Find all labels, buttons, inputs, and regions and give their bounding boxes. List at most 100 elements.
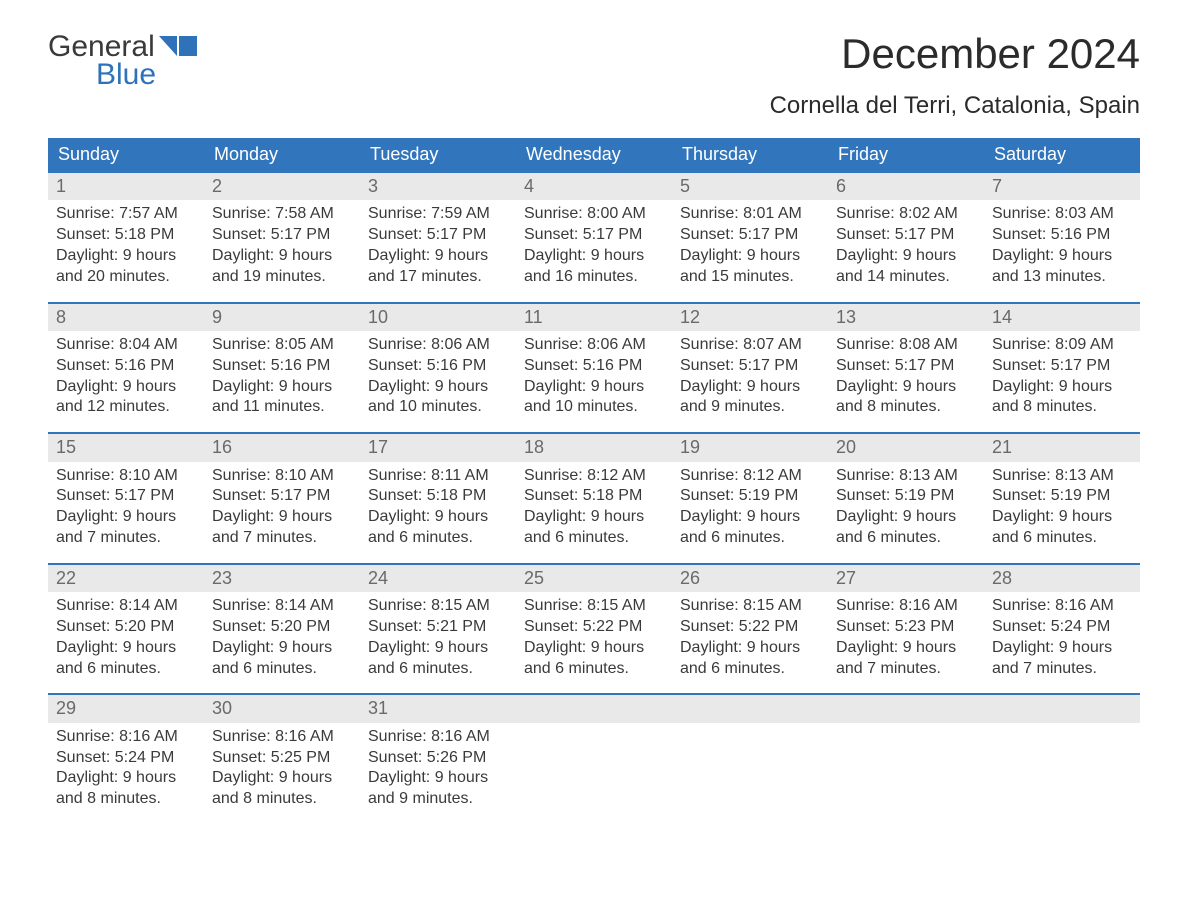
daylight-value-1: 9 hours bbox=[747, 639, 800, 656]
sunset-label: Sunset: bbox=[524, 226, 578, 243]
day-number: 31 bbox=[360, 695, 516, 722]
sunset-value: 5:21 PM bbox=[427, 618, 487, 635]
sunset-line: Sunset: 5:24 PM bbox=[992, 617, 1132, 638]
sunrise-value: 8:14 AM bbox=[275, 597, 334, 614]
daylight-line-2: and 6 minutes. bbox=[524, 659, 664, 680]
daylight-label: Daylight: bbox=[368, 378, 430, 395]
daylight-line-2: and 11 minutes. bbox=[212, 397, 352, 418]
daylight-line-1: Daylight: 9 hours bbox=[524, 638, 664, 659]
daylight-value-1: 9 hours bbox=[123, 639, 176, 656]
daylight-line-2: and 6 minutes. bbox=[992, 528, 1132, 549]
sunset-value: 5:17 PM bbox=[271, 226, 331, 243]
daylight-value-1: 9 hours bbox=[747, 247, 800, 264]
day-body: Sunrise: 8:12 AMSunset: 5:18 PMDaylight:… bbox=[516, 462, 672, 563]
sunrise-value: 8:16 AM bbox=[275, 728, 334, 745]
logo: General Blue bbox=[48, 30, 197, 92]
sunset-value: 5:19 PM bbox=[895, 487, 955, 504]
day-header: Friday bbox=[828, 138, 984, 171]
day-number: 18 bbox=[516, 434, 672, 461]
sunset-line: Sunset: 5:23 PM bbox=[836, 617, 976, 638]
daylight-value-1: 9 hours bbox=[123, 247, 176, 264]
sunset-value: 5:17 PM bbox=[895, 357, 955, 374]
sunset-value: 5:17 PM bbox=[427, 226, 487, 243]
daylight-line-1: Daylight: 9 hours bbox=[680, 377, 820, 398]
sunrise-label: Sunrise: bbox=[836, 467, 895, 484]
day-number: 27 bbox=[828, 565, 984, 592]
sunrise-label: Sunrise: bbox=[680, 597, 739, 614]
day-cell: 18Sunrise: 8:12 AMSunset: 5:18 PMDayligh… bbox=[516, 434, 672, 563]
sunset-line: Sunset: 5:24 PM bbox=[56, 748, 196, 769]
daylight-line-2: and 8 minutes. bbox=[992, 397, 1132, 418]
daylight-value-1: 9 hours bbox=[591, 378, 644, 395]
sunset-value: 5:24 PM bbox=[1051, 618, 1111, 635]
daylight-label: Daylight: bbox=[524, 508, 586, 525]
sunrise-value: 8:15 AM bbox=[431, 597, 490, 614]
sunrise-label: Sunrise: bbox=[368, 597, 427, 614]
day-body: Sunrise: 8:16 AMSunset: 5:24 PMDaylight:… bbox=[984, 592, 1140, 693]
daylight-label: Daylight: bbox=[836, 639, 898, 656]
daylight-value-1: 9 hours bbox=[903, 378, 956, 395]
sunrise-value: 8:06 AM bbox=[587, 336, 646, 353]
sunset-value: 5:17 PM bbox=[739, 357, 799, 374]
day-number: 14 bbox=[984, 304, 1140, 331]
day-cell bbox=[984, 695, 1140, 824]
sunset-label: Sunset: bbox=[212, 226, 266, 243]
sunset-value: 5:20 PM bbox=[271, 618, 331, 635]
day-cell: 24Sunrise: 8:15 AMSunset: 5:21 PMDayligh… bbox=[360, 565, 516, 694]
day-number: 25 bbox=[516, 565, 672, 592]
sunset-line: Sunset: 5:16 PM bbox=[992, 225, 1132, 246]
daylight-line-2: and 9 minutes. bbox=[680, 397, 820, 418]
day-cell: 26Sunrise: 8:15 AMSunset: 5:22 PMDayligh… bbox=[672, 565, 828, 694]
daylight-value-1: 9 hours bbox=[435, 378, 488, 395]
sunset-label: Sunset: bbox=[368, 618, 422, 635]
sunrise-label: Sunrise: bbox=[836, 205, 895, 222]
sunrise-label: Sunrise: bbox=[212, 205, 271, 222]
day-body: Sunrise: 8:12 AMSunset: 5:19 PMDaylight:… bbox=[672, 462, 828, 563]
daylight-value-1: 9 hours bbox=[1059, 639, 1112, 656]
sunrise-label: Sunrise: bbox=[992, 597, 1051, 614]
day-number: 13 bbox=[828, 304, 984, 331]
sunrise-line: Sunrise: 7:57 AM bbox=[56, 204, 196, 225]
daylight-label: Daylight: bbox=[368, 639, 430, 656]
sunrise-line: Sunrise: 8:00 AM bbox=[524, 204, 664, 225]
day-body: Sunrise: 8:15 AMSunset: 5:22 PMDaylight:… bbox=[516, 592, 672, 693]
day-number: 30 bbox=[204, 695, 360, 722]
day-cell: 29Sunrise: 8:16 AMSunset: 5:24 PMDayligh… bbox=[48, 695, 204, 824]
sunset-line: Sunset: 5:19 PM bbox=[836, 486, 976, 507]
sunrise-line: Sunrise: 7:58 AM bbox=[212, 204, 352, 225]
daylight-line-1: Daylight: 9 hours bbox=[368, 768, 508, 789]
daylight-line-1: Daylight: 9 hours bbox=[836, 377, 976, 398]
day-cell: 14Sunrise: 8:09 AMSunset: 5:17 PMDayligh… bbox=[984, 304, 1140, 433]
sunset-label: Sunset: bbox=[836, 357, 890, 374]
daylight-label: Daylight: bbox=[524, 639, 586, 656]
sunset-label: Sunset: bbox=[212, 487, 266, 504]
day-body: Sunrise: 8:16 AMSunset: 5:25 PMDaylight:… bbox=[204, 723, 360, 824]
sunset-value: 5:18 PM bbox=[583, 487, 643, 504]
sunrise-line: Sunrise: 8:06 AM bbox=[368, 335, 508, 356]
day-number: 22 bbox=[48, 565, 204, 592]
daylight-label: Daylight: bbox=[680, 639, 742, 656]
day-cell: 25Sunrise: 8:15 AMSunset: 5:22 PMDayligh… bbox=[516, 565, 672, 694]
daylight-line-2: and 9 minutes. bbox=[368, 789, 508, 810]
sunset-value: 5:17 PM bbox=[1051, 357, 1111, 374]
sunset-line: Sunset: 5:17 PM bbox=[836, 356, 976, 377]
sunset-line: Sunset: 5:18 PM bbox=[368, 486, 508, 507]
sunset-line: Sunset: 5:16 PM bbox=[524, 356, 664, 377]
daylight-value-1: 9 hours bbox=[123, 769, 176, 786]
day-body: Sunrise: 7:59 AMSunset: 5:17 PMDaylight:… bbox=[360, 200, 516, 301]
daylight-line-2: and 6 minutes. bbox=[212, 659, 352, 680]
sunrise-label: Sunrise: bbox=[368, 205, 427, 222]
daylight-line-2: and 7 minutes. bbox=[992, 659, 1132, 680]
sunset-value: 5:17 PM bbox=[739, 226, 799, 243]
sunset-value: 5:16 PM bbox=[115, 357, 175, 374]
sunrise-line: Sunrise: 8:01 AM bbox=[680, 204, 820, 225]
day-cell: 19Sunrise: 8:12 AMSunset: 5:19 PMDayligh… bbox=[672, 434, 828, 563]
daylight-label: Daylight: bbox=[680, 508, 742, 525]
sunset-value: 5:17 PM bbox=[115, 487, 175, 504]
sunset-label: Sunset: bbox=[680, 487, 734, 504]
sunset-line: Sunset: 5:17 PM bbox=[368, 225, 508, 246]
daylight-line-1: Daylight: 9 hours bbox=[368, 246, 508, 267]
sunset-label: Sunset: bbox=[992, 226, 1046, 243]
sunset-label: Sunset: bbox=[524, 487, 578, 504]
day-number: 12 bbox=[672, 304, 828, 331]
